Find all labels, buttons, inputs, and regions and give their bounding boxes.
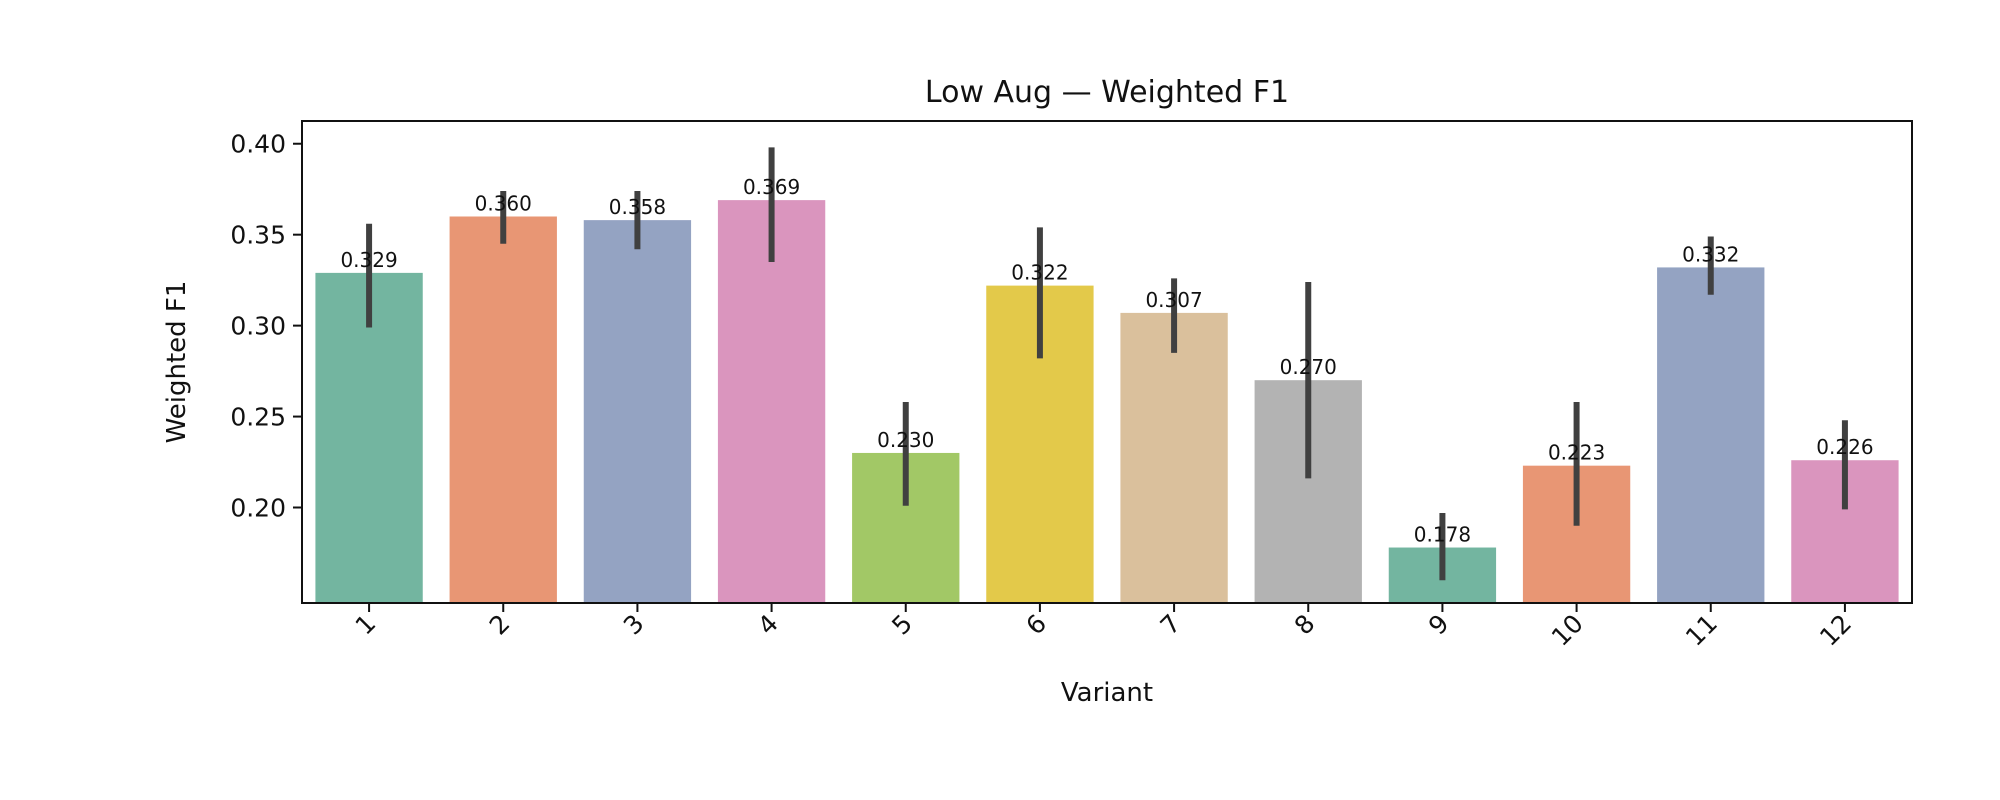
data-label-1: 0.329 xyxy=(340,248,397,272)
x-tick-label-3: 3 xyxy=(618,609,650,641)
y-tick-label-0.25: 0.25 xyxy=(230,403,286,432)
x-axis-title: Variant xyxy=(1061,678,1153,708)
plot-area-frame xyxy=(301,120,1913,604)
data-label-5: 0.230 xyxy=(877,428,934,452)
x-tick-label-10: 10 xyxy=(1546,609,1589,652)
data-labels-layer: 0.329 0.360 0.358 0.369 0.230 0.322 0.307 0.270… xyxy=(340,175,1873,546)
x-tick-label-2: 2 xyxy=(484,609,516,641)
y-tick-label-0.35: 0.35 xyxy=(230,221,286,250)
x-tick-label-1: 1 xyxy=(350,609,382,641)
data-label-12: 0.226 xyxy=(1816,435,1873,459)
error-bars-layer xyxy=(366,147,1848,581)
x-tick-label-6: 6 xyxy=(1020,609,1052,641)
data-label-4: 0.369 xyxy=(743,175,800,199)
y-axis-title: Weighted F1 xyxy=(162,281,192,444)
x-axis: 1 2 3 4 5 6 7 8 9 10 11 12 xyxy=(350,603,1857,652)
x-tick-label-7: 7 xyxy=(1155,609,1187,641)
bar-11 xyxy=(1657,267,1765,603)
chart-title: Low Aug — Weighted F1 xyxy=(925,75,1289,110)
bar-2 xyxy=(449,216,557,603)
data-label-8: 0.270 xyxy=(1280,355,1337,379)
x-tick-label-5: 5 xyxy=(886,609,918,641)
y-tick-label-0.30: 0.30 xyxy=(230,312,286,341)
data-label-10: 0.223 xyxy=(1548,441,1605,465)
data-label-9: 0.178 xyxy=(1414,523,1471,547)
x-tick-label-12: 12 xyxy=(1814,609,1857,652)
x-tick-label-9: 9 xyxy=(1423,609,1455,641)
y-tick-label-0.20: 0.20 xyxy=(230,494,286,523)
x-tick-label-8: 8 xyxy=(1289,609,1321,641)
data-label-3: 0.358 xyxy=(609,195,666,219)
bar-7 xyxy=(1120,312,1228,603)
data-label-2: 0.360 xyxy=(475,191,532,215)
bars-layer xyxy=(315,200,1899,603)
y-tick-label-0.40: 0.40 xyxy=(230,130,286,159)
data-label-11: 0.332 xyxy=(1682,242,1739,266)
bar-3 xyxy=(583,220,692,603)
bar-1 xyxy=(315,272,423,603)
bar-4 xyxy=(717,200,826,603)
data-label-6: 0.322 xyxy=(1011,261,1068,285)
y-axis: 0.20 0.25 0.30 0.35 0.40 xyxy=(230,130,302,523)
x-tick-label-4: 4 xyxy=(752,609,784,641)
x-tick-label-11: 11 xyxy=(1680,609,1723,652)
data-label-7: 0.307 xyxy=(1145,288,1202,312)
